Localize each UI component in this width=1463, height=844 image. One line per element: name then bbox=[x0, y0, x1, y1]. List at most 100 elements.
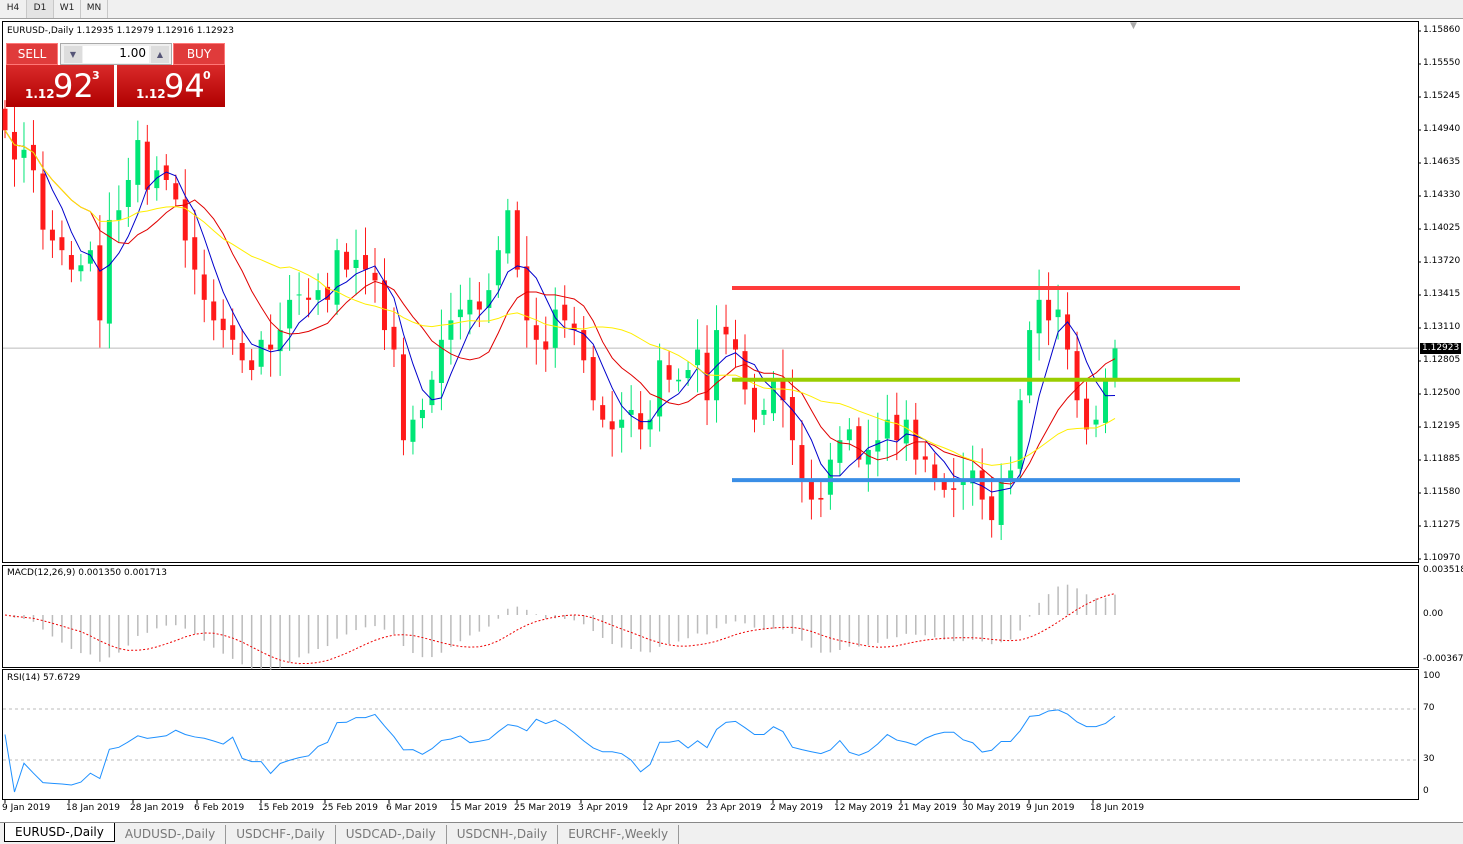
decrease-lot-icon[interactable]: ▼ bbox=[64, 46, 82, 63]
price-tick: 1.12195 bbox=[1423, 421, 1461, 431]
candle bbox=[467, 277, 473, 335]
candle bbox=[581, 316, 587, 373]
candle bbox=[106, 192, 112, 349]
candle bbox=[2, 100, 8, 139]
candle bbox=[733, 319, 739, 368]
candle bbox=[438, 309, 444, 411]
candle bbox=[201, 249, 207, 323]
candle bbox=[1084, 381, 1090, 445]
date-tick: 25 Mar 2019 bbox=[514, 803, 572, 813]
chart-tab[interactable]: USDCAD-,Daily bbox=[336, 825, 447, 844]
candle bbox=[495, 236, 501, 298]
candle bbox=[514, 201, 520, 278]
candle bbox=[363, 227, 369, 295]
timeframe-d1[interactable]: D1 bbox=[27, 0, 54, 18]
main-chart-frame bbox=[2, 21, 1419, 563]
price-tick: 1.14330 bbox=[1423, 190, 1461, 200]
candle bbox=[68, 241, 74, 283]
sell-price[interactable]: 1.12 92 3 bbox=[6, 65, 114, 107]
candle bbox=[979, 448, 985, 520]
candle bbox=[989, 476, 995, 538]
chart-tab[interactable]: EURUSD-,Daily bbox=[4, 823, 115, 842]
candle bbox=[647, 400, 653, 447]
macd-tick: 0.003518 bbox=[1423, 565, 1463, 575]
candle bbox=[837, 426, 843, 476]
candle bbox=[827, 442, 833, 510]
candle bbox=[941, 473, 947, 498]
date-tick: 6 Feb 2019 bbox=[194, 803, 245, 813]
candle bbox=[562, 285, 568, 338]
candle bbox=[144, 124, 150, 205]
date-tick: 25 Feb 2019 bbox=[322, 803, 379, 813]
increase-lot-icon[interactable]: ▲ bbox=[151, 46, 169, 63]
candle bbox=[448, 292, 454, 365]
date-tick: 12 May 2019 bbox=[834, 803, 893, 813]
sell-button[interactable]: SELL bbox=[6, 43, 58, 65]
price-tick: 1.12500 bbox=[1423, 388, 1461, 398]
ma-slow-line bbox=[4, 130, 1116, 466]
rsi-tick: 70 bbox=[1423, 703, 1435, 713]
date-tick: 28 Jan 2019 bbox=[130, 803, 184, 813]
buy-button[interactable]: BUY bbox=[173, 43, 225, 65]
candle bbox=[268, 314, 274, 377]
lot-stepper[interactable]: ▼ 1.00 ▲ bbox=[60, 43, 172, 65]
date-tick: 15 Mar 2019 bbox=[450, 803, 508, 813]
candle bbox=[258, 331, 264, 375]
macd-tick: -0.00367 bbox=[1423, 654, 1463, 664]
timeframe-toolbar: H4 D1 W1 MN bbox=[0, 0, 1463, 19]
candle bbox=[609, 391, 615, 457]
candle bbox=[220, 299, 226, 348]
candle bbox=[761, 398, 767, 426]
candle bbox=[173, 174, 179, 208]
price-tick: 1.13415 bbox=[1423, 289, 1461, 299]
price-tick: 1.14025 bbox=[1423, 223, 1461, 233]
rsi-tick: 30 bbox=[1423, 754, 1435, 764]
candle bbox=[666, 351, 672, 393]
candle bbox=[714, 305, 720, 423]
candle bbox=[600, 396, 606, 428]
candle bbox=[571, 306, 577, 346]
price-tick: 1.11275 bbox=[1423, 520, 1461, 530]
chart-tab[interactable]: AUDUSD-,Daily bbox=[115, 825, 227, 844]
candle bbox=[1065, 292, 1071, 370]
candle bbox=[125, 157, 131, 227]
date-tick: 23 Apr 2019 bbox=[706, 803, 762, 813]
candle bbox=[239, 328, 245, 373]
candle bbox=[192, 209, 198, 295]
one-click-trading-panel: SELL ▼ 1.00 ▲ BUY 1.12 92 3 1.12 94 0 bbox=[6, 43, 225, 107]
date-tick: 9 Jan 2019 bbox=[2, 803, 51, 813]
price-tick: 1.14635 bbox=[1423, 157, 1461, 167]
candle bbox=[903, 400, 909, 461]
candle bbox=[1093, 405, 1099, 438]
chart-tab[interactable]: EURCHF-,Weekly bbox=[558, 825, 680, 844]
chart-tab[interactable]: USDCNH-,Daily bbox=[447, 825, 559, 844]
date-tick: 9 Jun 2019 bbox=[1026, 803, 1075, 813]
candle bbox=[457, 284, 463, 340]
lot-input[interactable]: 1.00 bbox=[83, 46, 149, 63]
candle bbox=[676, 368, 682, 392]
date-tick: 21 May 2019 bbox=[898, 803, 957, 813]
candle bbox=[78, 253, 84, 282]
candle bbox=[543, 316, 549, 372]
timeframe-w1[interactable]: W1 bbox=[54, 0, 81, 18]
rsi-tick: 0 bbox=[1423, 786, 1429, 796]
chart-canvas[interactable]: ▼ bbox=[0, 0, 1463, 822]
candle bbox=[922, 442, 928, 473]
timeframe-h4[interactable]: H4 bbox=[0, 0, 27, 18]
candle bbox=[884, 394, 890, 461]
timeframe-mn[interactable]: MN bbox=[81, 0, 108, 18]
current-price-label: 1.12923 bbox=[1420, 343, 1462, 354]
date-tick: 30 May 2019 bbox=[962, 803, 1021, 813]
candle bbox=[372, 248, 378, 303]
candle bbox=[723, 304, 729, 355]
candle bbox=[476, 282, 482, 328]
price-tick: 1.13720 bbox=[1423, 256, 1461, 266]
chart-tab[interactable]: USDCHF-,Daily bbox=[226, 825, 336, 844]
candle bbox=[875, 412, 881, 477]
candle bbox=[353, 229, 359, 296]
candle bbox=[296, 272, 302, 315]
buy-price[interactable]: 1.12 94 0 bbox=[117, 65, 225, 107]
candle bbox=[799, 420, 805, 503]
candle bbox=[970, 445, 976, 506]
date-tick: 15 Feb 2019 bbox=[258, 803, 315, 813]
